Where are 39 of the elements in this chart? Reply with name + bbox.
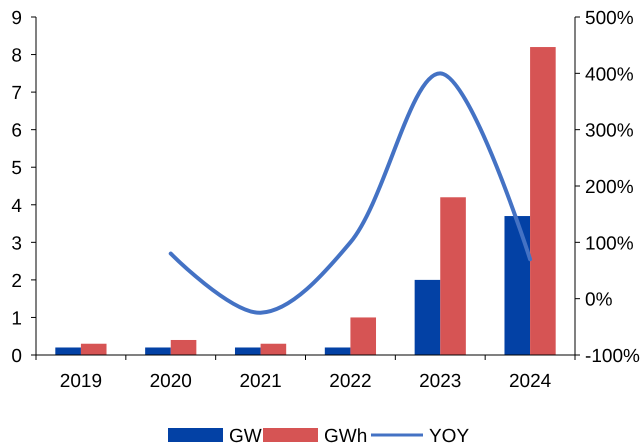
- bar: [530, 47, 556, 355]
- bar: [145, 347, 171, 355]
- legend-label: GWh: [324, 426, 368, 447]
- line-series: [168, 71, 532, 315]
- bar: [55, 347, 81, 355]
- bar: [440, 197, 466, 355]
- bar: [260, 344, 286, 355]
- y-tick-label: 4: [11, 196, 22, 217]
- y-tick-label: 3: [11, 233, 22, 254]
- x-tick-label: 2024: [508, 371, 552, 392]
- y-tick-label: 0: [11, 346, 22, 367]
- bar: [414, 280, 440, 355]
- x-tick-label: 2022: [329, 371, 372, 392]
- y-tick-label: 1: [11, 308, 22, 330]
- bar: [80, 344, 107, 355]
- bar: [234, 347, 261, 355]
- y2-tick-label: 400%: [585, 64, 634, 86]
- x-tick-label: 2021: [239, 371, 282, 392]
- y2-tick-label: 200%: [585, 177, 634, 198]
- y-tick-label: 2: [11, 270, 22, 292]
- y-tick-label: 5: [11, 158, 22, 180]
- bar: [504, 216, 530, 355]
- y-tick-label: 8: [11, 46, 22, 67]
- y-tick-label: 7: [11, 83, 22, 104]
- legend-label: GW: [229, 426, 262, 447]
- y2-tick-label: -100%: [585, 346, 640, 367]
- x-tick-label: 2019: [60, 371, 102, 392]
- y-tick-label: 9: [11, 8, 22, 29]
- x-tick-label: 2023: [419, 371, 462, 392]
- bar: [170, 340, 196, 355]
- y2-tick-label: 100%: [585, 233, 634, 254]
- bar: [324, 347, 350, 355]
- legend-label: YOY: [429, 426, 470, 447]
- y2-tick-label: 500%: [585, 8, 634, 29]
- y2-tick-label: 300%: [585, 120, 634, 142]
- x-tick-label: 2020: [150, 371, 192, 392]
- bar: [350, 317, 376, 355]
- y2-tick-label: 0%: [585, 290, 613, 311]
- y-tick-label: 6: [11, 120, 22, 142]
